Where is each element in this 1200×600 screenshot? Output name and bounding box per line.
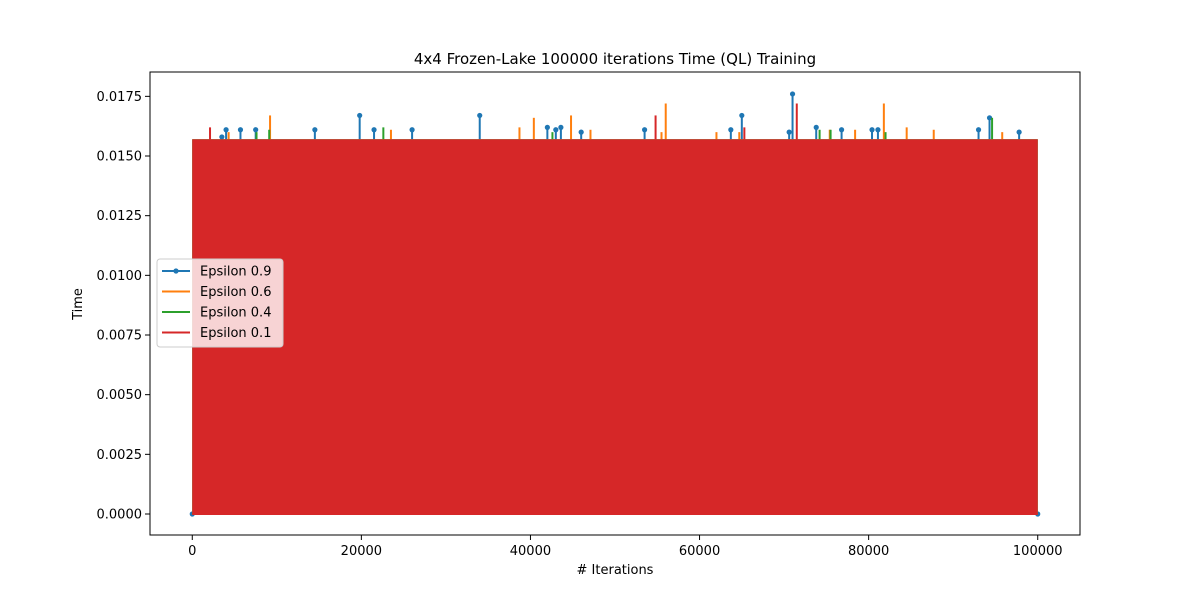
y-tick-label: 0.0000 bbox=[97, 507, 143, 522]
legend-item: Epsilon 0.4 bbox=[162, 306, 271, 321]
series-point bbox=[553, 127, 559, 133]
legend-label: Epsilon 0.6 bbox=[200, 285, 271, 300]
series-point bbox=[975, 127, 982, 133]
series-point bbox=[371, 127, 377, 133]
plot-frame bbox=[149, 71, 1081, 536]
series-point bbox=[728, 127, 734, 133]
x-tick-label: 0 bbox=[188, 544, 196, 559]
series-point bbox=[223, 127, 229, 133]
y-tick-label: 0.0175 bbox=[97, 90, 143, 105]
series-point bbox=[641, 127, 648, 133]
series-point bbox=[838, 127, 845, 133]
series-point bbox=[409, 127, 415, 133]
plot-marks bbox=[189, 91, 1041, 517]
series-point bbox=[578, 129, 584, 135]
series-point bbox=[986, 115, 993, 121]
series-point bbox=[1016, 129, 1022, 135]
series-point bbox=[544, 124, 550, 130]
series-point bbox=[789, 91, 796, 97]
legend-box bbox=[156, 258, 284, 348]
x-axis: 0 20000 40000 60000 80000 100000 bbox=[188, 535, 1063, 559]
series-point bbox=[875, 127, 881, 133]
legend: Epsilon 0.9 Epsilon 0.6 Epsilon 0.4 Epsilon… bbox=[156, 258, 284, 348]
y-tick-label: 0.0050 bbox=[97, 388, 143, 403]
legend-label: Epsilon 0.9 bbox=[200, 265, 271, 280]
chart-title: 4x4 Frozen-Lake 100000 iterations Time (… bbox=[414, 50, 816, 68]
x-axis-label: # Iterations bbox=[577, 563, 654, 578]
series-point bbox=[739, 112, 745, 119]
series-point bbox=[253, 127, 259, 133]
legend-label: Epsilon 0.4 bbox=[200, 306, 271, 321]
x-tick-label: 20000 bbox=[341, 544, 382, 559]
series-point bbox=[357, 112, 363, 119]
y-tick-label: 0.0075 bbox=[97, 329, 143, 344]
series-band bbox=[192, 139, 1038, 514]
y-axis: 0.0000 0.0025 0.0050 0.0075 0.0100 0.0125 0.01… bbox=[97, 90, 150, 522]
series-point bbox=[558, 124, 564, 130]
y-tick-label: 0.0150 bbox=[97, 150, 143, 165]
x-tick-label: 80000 bbox=[848, 544, 889, 559]
y-tick-label: 0.0025 bbox=[97, 448, 143, 463]
y-axis-label: Time bbox=[71, 288, 86, 321]
legend-marker bbox=[173, 268, 179, 274]
legend-label: Epsilon 0.1 bbox=[200, 326, 271, 341]
series-point bbox=[237, 127, 244, 133]
series-epsilon-0-1 bbox=[192, 103, 1038, 515]
legend-item: Epsilon 0.1 bbox=[162, 326, 271, 341]
x-tick-label: 40000 bbox=[510, 544, 551, 559]
series-point bbox=[477, 112, 483, 119]
series-point bbox=[813, 124, 819, 130]
series-point bbox=[312, 127, 318, 133]
y-tick-label: 0.0125 bbox=[97, 209, 143, 224]
series-point bbox=[869, 127, 875, 133]
legend-item: Epsilon 0.9 bbox=[162, 265, 271, 280]
x-tick-label: 100000 bbox=[1013, 544, 1063, 559]
y-tick-label: 0.0100 bbox=[97, 269, 143, 284]
series-point bbox=[219, 134, 225, 140]
x-tick-label: 60000 bbox=[679, 544, 720, 559]
series-point bbox=[786, 129, 792, 135]
legend-item: Epsilon 0.6 bbox=[162, 285, 271, 300]
